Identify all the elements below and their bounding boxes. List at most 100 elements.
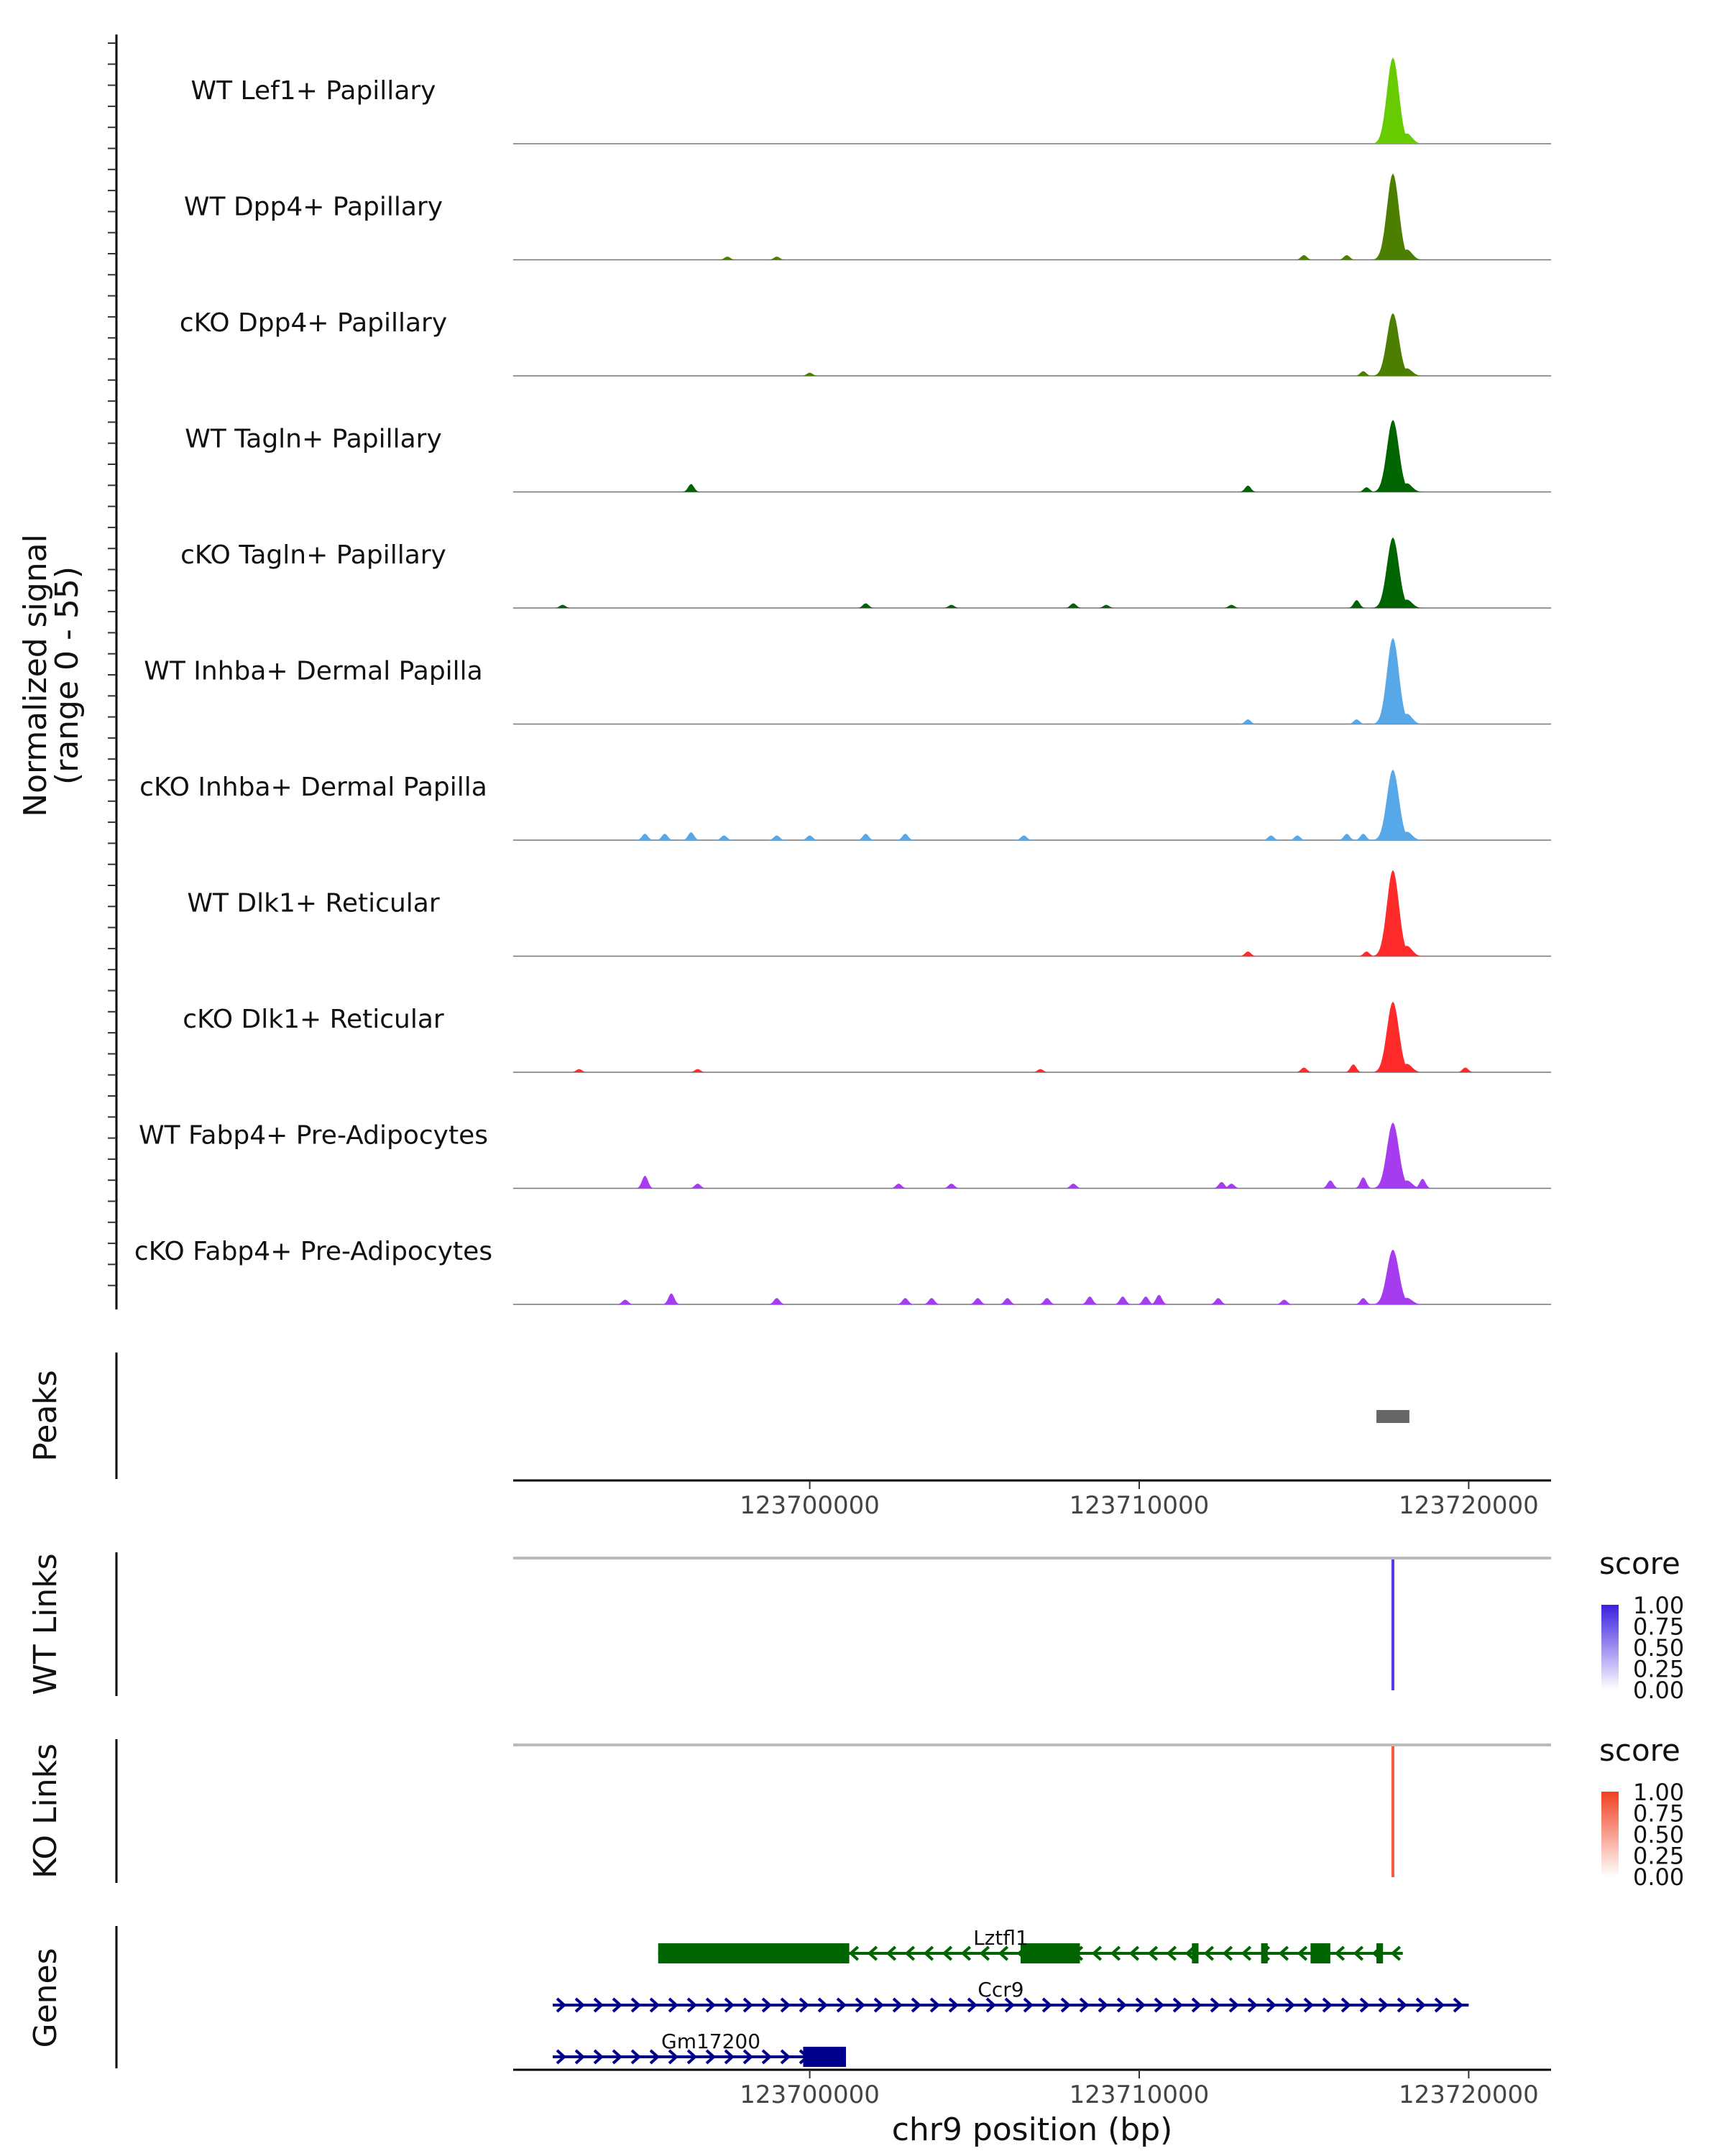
strand-chevron xyxy=(1453,1997,1463,2013)
signal-bump xyxy=(1219,1184,1243,1189)
signal-bump xyxy=(613,1299,638,1304)
strand-chevron xyxy=(668,2049,678,2065)
legend-tick-label: 1.00 xyxy=(1633,1779,1684,1806)
strand-chevron xyxy=(967,1997,978,2013)
x-tick-label-genes: 123710000 xyxy=(1070,2081,1210,2109)
signal-bump xyxy=(1341,1064,1366,1072)
strand-chevron xyxy=(799,1997,809,2013)
signal-bump xyxy=(1410,1179,1435,1189)
strand-chevron xyxy=(724,1997,735,2013)
strand-chevron xyxy=(686,1997,697,2013)
signal-bump xyxy=(1029,1069,1052,1072)
strand-chevron xyxy=(1135,1997,1146,2013)
signal-bump xyxy=(886,1184,911,1189)
strand-chevron xyxy=(1172,1997,1183,2013)
signal-bump xyxy=(679,484,703,492)
x-tick-label-peaks: 123710000 xyxy=(1070,1491,1210,1520)
strand-chevron xyxy=(649,2049,660,2065)
strand-chevron xyxy=(761,2049,772,2065)
strand-chevron xyxy=(668,1997,678,2013)
track-label: cKO Dlk1+ Reticular xyxy=(183,1005,444,1034)
track-label: WT Lef1+ Papillary xyxy=(191,76,436,106)
signal-bump xyxy=(1354,487,1379,492)
strand-chevron xyxy=(1023,1997,1034,2013)
strand-chevron xyxy=(574,1997,585,2013)
strand-chevron xyxy=(867,1945,878,1961)
strand-chevron xyxy=(1004,1997,1015,2013)
signal-bump xyxy=(1351,834,1376,840)
signal-bump xyxy=(1236,952,1260,957)
signal-bump xyxy=(765,1298,789,1304)
track-label: WT Tagln+ Papillary xyxy=(185,425,442,454)
strand-chevron xyxy=(836,1997,847,2013)
signal-bump xyxy=(1147,1294,1171,1304)
strand-chevron xyxy=(1415,1997,1426,2013)
strand-chevron xyxy=(686,2049,697,2065)
track-label: WT Dlk1+ Reticular xyxy=(187,889,439,918)
strand-chevron xyxy=(780,1997,791,2013)
signal-bump xyxy=(1354,952,1379,957)
strand-chevron xyxy=(1041,1997,1052,2013)
signal-bump xyxy=(919,1298,944,1304)
strand-chevron xyxy=(985,1997,996,2013)
strand-chevron xyxy=(848,1945,860,1961)
strand-chevron xyxy=(873,1997,884,2013)
signal-bump xyxy=(1094,604,1118,608)
gene-name-label: Ccr9 xyxy=(978,1978,1024,2001)
x-axis-title: chr9 position (bp) xyxy=(892,2111,1173,2148)
signal-peak-shoulder xyxy=(1385,831,1428,840)
signal-bump xyxy=(1345,600,1368,608)
strand-chevron xyxy=(998,1945,1009,1961)
coverage-y-label-line1: Normalized signal xyxy=(17,534,54,817)
strand-chevron xyxy=(942,1945,953,1961)
signal-bump xyxy=(679,832,703,840)
signal-bump xyxy=(1351,1298,1376,1304)
strand-chevron xyxy=(911,1997,921,2013)
strand-chevron xyxy=(630,1997,641,2013)
strand-chevron xyxy=(761,1997,772,2013)
strand-chevron xyxy=(1334,1945,1346,1961)
legend-tick-label: 0.25 xyxy=(1633,1656,1684,1683)
genes-label: Genes xyxy=(27,1948,64,2047)
signal-peak-shoulder xyxy=(1385,1180,1428,1189)
track-label: cKO Tagln+ Papillary xyxy=(180,540,446,570)
strand-chevron xyxy=(948,1997,959,2013)
signal-bump xyxy=(1351,1177,1376,1189)
track-label: WT Inhba+ Dermal Papilla xyxy=(144,657,482,686)
strand-chevron xyxy=(904,1945,916,1961)
strand-chevron xyxy=(780,2049,791,2065)
track-label: WT Fabp4+ Pre-Adipocytes xyxy=(139,1121,488,1151)
signal-bump xyxy=(1133,1296,1158,1304)
strand-chevron xyxy=(705,1997,716,2013)
strand-chevron xyxy=(556,2049,566,2065)
signal-peak-shoulder xyxy=(1385,249,1428,260)
strand-chevron xyxy=(574,2049,585,2065)
strand-chevron xyxy=(886,1945,897,1961)
gene-exon xyxy=(658,1943,850,1963)
strand-chevron xyxy=(1116,1997,1127,2013)
strand-chevron xyxy=(630,2049,641,2065)
signal-peak-shoulder xyxy=(1385,714,1428,724)
gene-exon xyxy=(1192,1943,1199,1963)
x-tick-label-genes: 123700000 xyxy=(740,2081,880,2109)
signal-bump xyxy=(798,835,822,840)
coverage-y-axis-label: Normalized signal(range 0 - 55) xyxy=(17,534,86,817)
signal-bump xyxy=(1335,255,1359,260)
strand-chevron xyxy=(1203,1945,1215,1961)
signal-peak xyxy=(1369,769,1417,840)
track-label: WT Dpp4+ Papillary xyxy=(184,193,443,222)
legend-colorbar xyxy=(1601,1605,1619,1690)
signal-bump xyxy=(1285,835,1310,840)
legend-colorbar xyxy=(1601,1792,1619,1876)
signal-bump xyxy=(1236,485,1260,492)
signal-peak xyxy=(1369,1001,1417,1072)
strand-chevron xyxy=(593,1997,604,2013)
signal-peak xyxy=(1369,173,1417,260)
strand-chevron xyxy=(1390,1945,1402,1961)
signal-bump xyxy=(1012,835,1036,840)
signal-bump xyxy=(1061,1184,1085,1189)
signal-bump xyxy=(686,1069,710,1072)
signal-bump xyxy=(1110,1296,1135,1304)
signal-peak xyxy=(1369,537,1417,608)
